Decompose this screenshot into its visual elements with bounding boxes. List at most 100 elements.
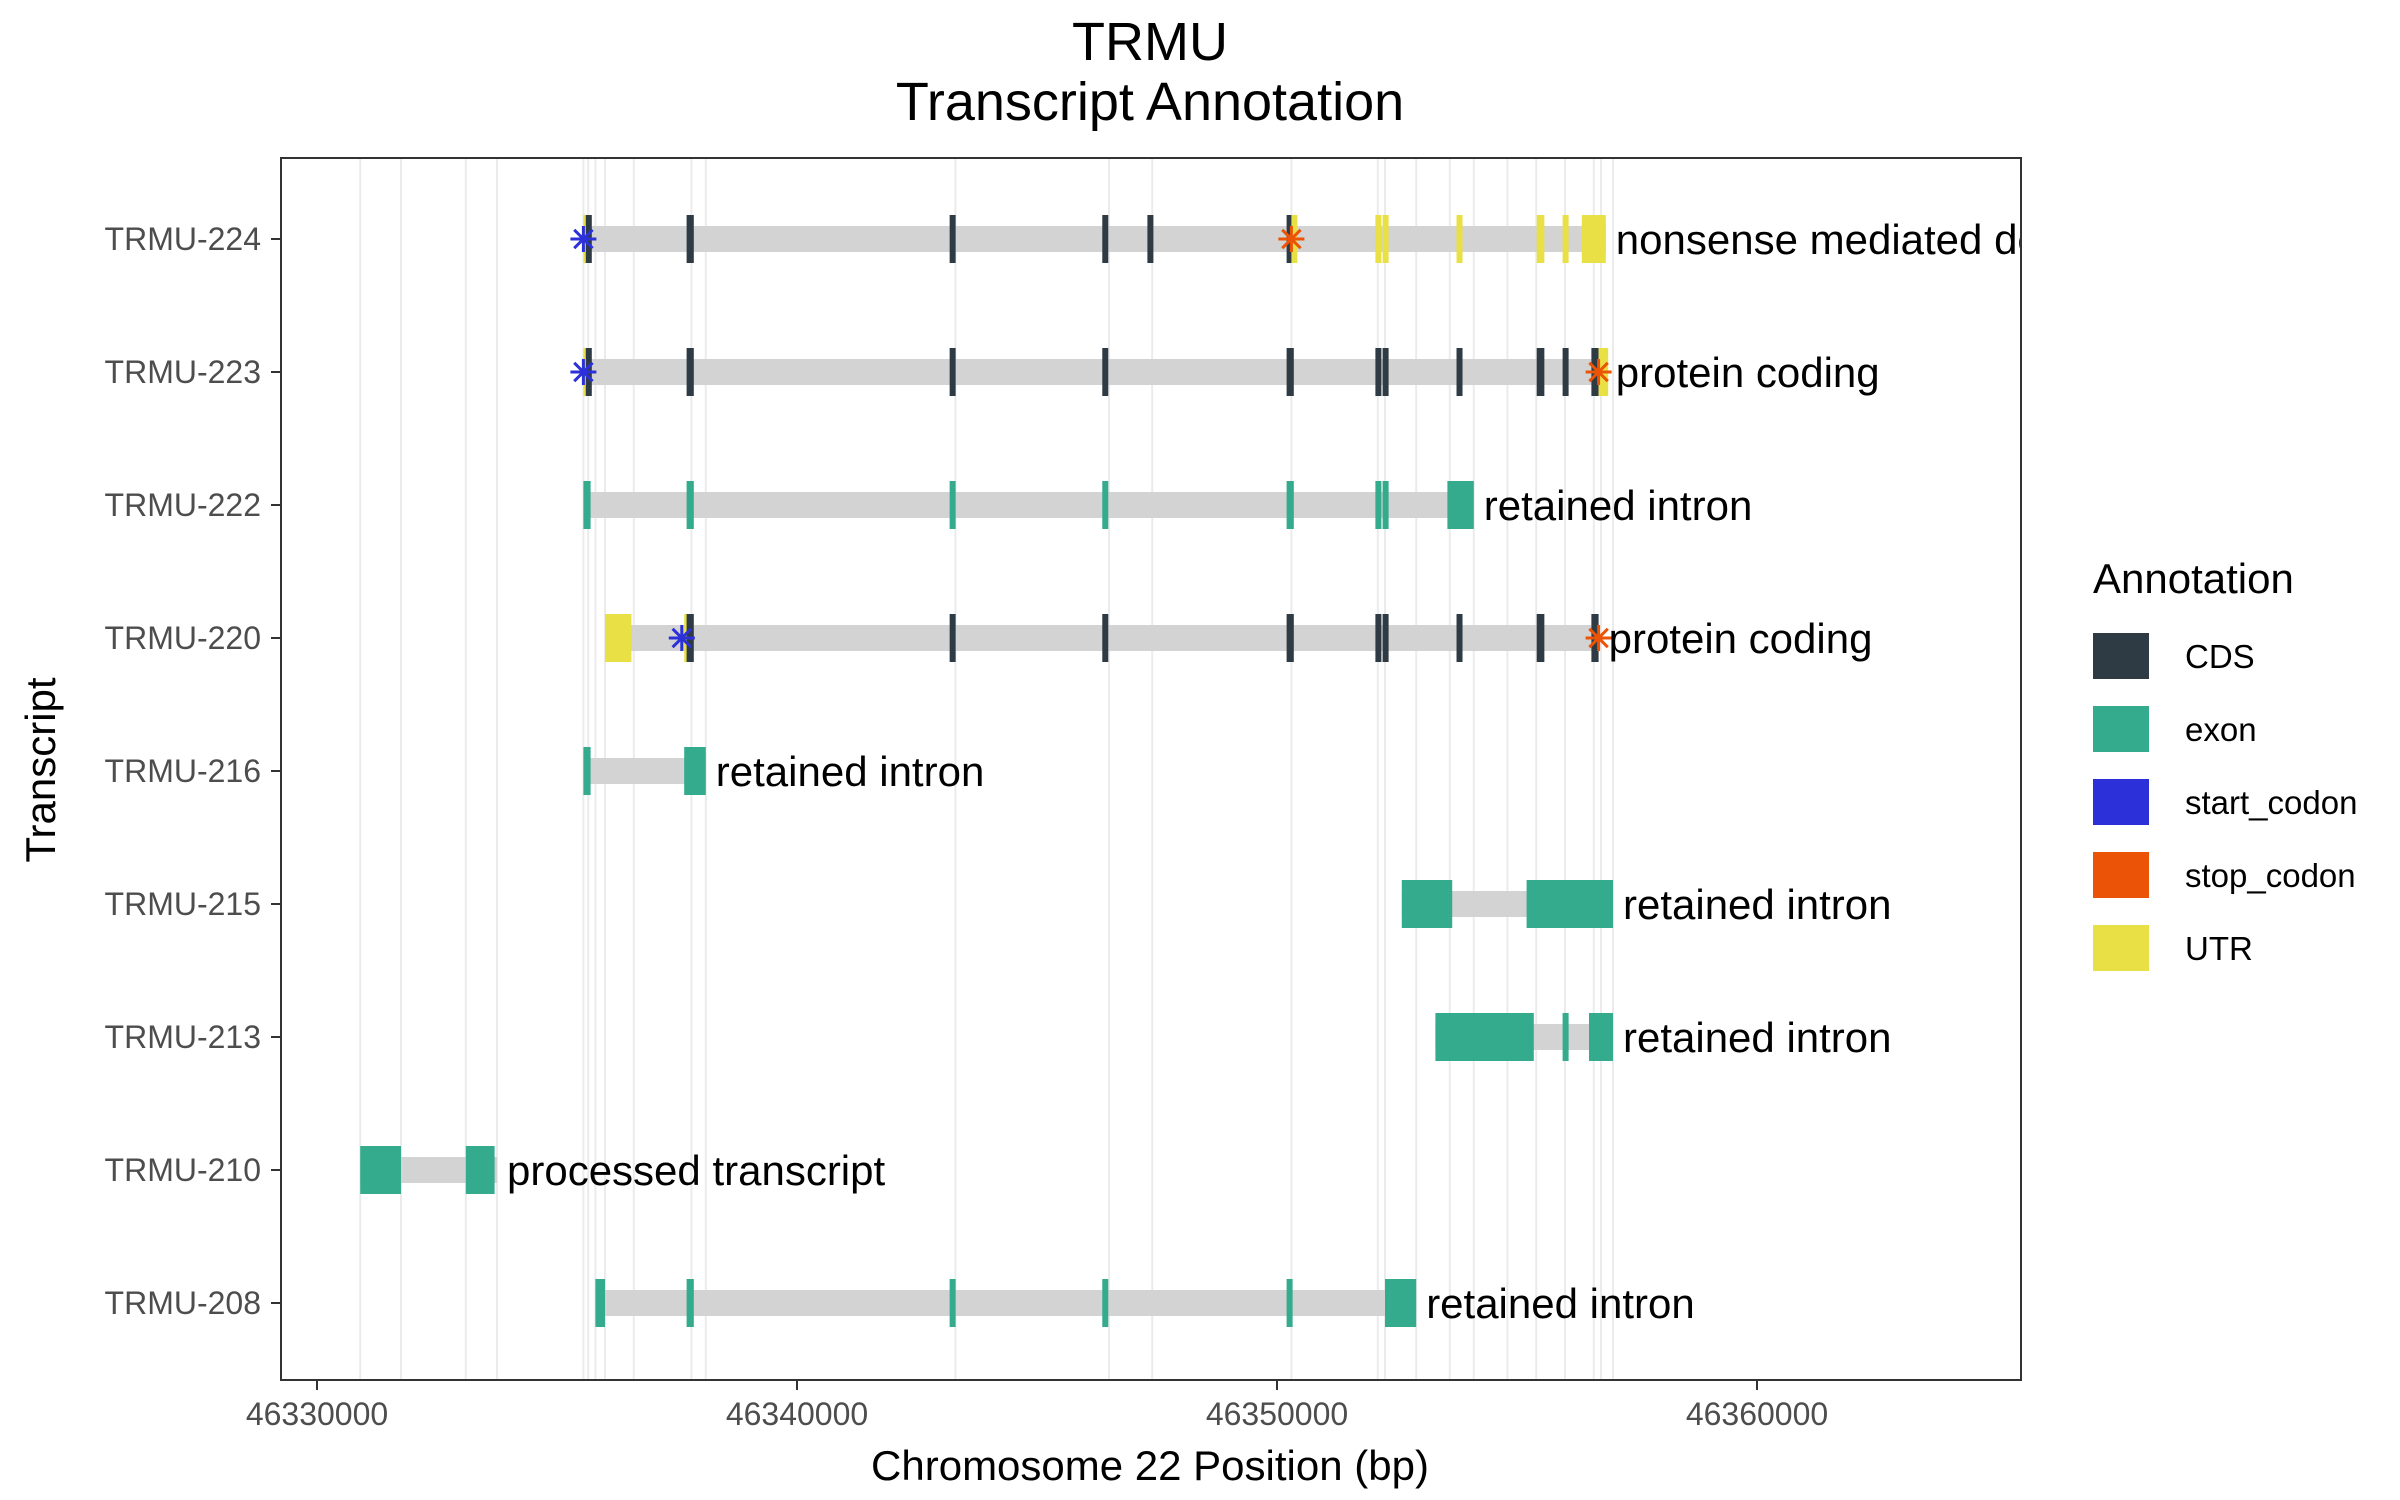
- feature-exon: [1562, 1013, 1569, 1061]
- y-axis: TRMU-224 TRMU-223 TRMU-222 TRMU-220 TRMU-216…: [105, 221, 281, 1321]
- feature-exon: [1102, 481, 1109, 529]
- y-tick-label: TRMU-223: [105, 354, 261, 390]
- biotype-label: retained intron: [1484, 482, 1753, 529]
- feature-exon: [1589, 1013, 1613, 1061]
- feature-cds: [949, 614, 956, 662]
- y-tick-label: TRMU-224: [105, 221, 261, 257]
- start-codon-marker: [668, 625, 695, 651]
- legend-swatch-exon: [2093, 706, 2149, 752]
- panel-right-mask: [2021, 140, 2141, 1390]
- biotype-label: retained intron: [1623, 881, 1892, 928]
- feature-exon: [583, 481, 591, 529]
- feature-cds: [1382, 614, 1389, 662]
- feature-exon: [1447, 481, 1474, 529]
- feature-exon: [1286, 481, 1294, 529]
- feature-cds: [1375, 614, 1382, 662]
- codon-markers: [570, 226, 1612, 651]
- feature-exon: [1286, 1279, 1293, 1327]
- feature-utr: [1456, 215, 1463, 263]
- feature-cds: [1536, 348, 1545, 396]
- feature-exon: [949, 481, 956, 529]
- legend-label-stop-codon: stop_codon: [2185, 857, 2356, 894]
- legend-title: Annotation: [2093, 555, 2294, 602]
- transcript-track: [583, 492, 1474, 518]
- star-stroke: [573, 361, 594, 383]
- stop-codon-marker: [1278, 226, 1305, 252]
- feature-utr: [605, 614, 632, 662]
- y-tick-label: TRMU-215: [105, 886, 261, 922]
- biotype-label: retained intron: [1426, 1280, 1695, 1327]
- y-tick-label: TRMU-208: [105, 1285, 261, 1321]
- feature-cds: [1102, 215, 1109, 263]
- biotype-label: retained intron: [1623, 1014, 1892, 1061]
- feature-cds: [949, 348, 956, 396]
- feature-exon: [1102, 1279, 1109, 1327]
- legend-label-utr: UTR: [2185, 930, 2253, 967]
- y-tick-label: TRMU-220: [105, 620, 261, 656]
- feature-exon: [1375, 481, 1382, 529]
- biotype-label: retained intron: [716, 748, 985, 795]
- legend-swatch-stop-codon: [2093, 852, 2149, 898]
- star-stroke: [1281, 228, 1302, 250]
- x-tick-label: 46350000: [1206, 1396, 1348, 1432]
- y-tick-label: TRMU-222: [105, 487, 261, 523]
- star-stroke: [671, 627, 693, 649]
- legend-swatch-start-codon: [2093, 779, 2149, 825]
- star-stroke: [573, 228, 594, 250]
- feature-cds: [1456, 348, 1463, 396]
- start-codon-marker: [570, 359, 597, 385]
- transcript-track: [605, 625, 1599, 651]
- feature-cds: [1536, 614, 1545, 662]
- x-axis-title: Chromosome 22 Position (bp): [871, 1442, 1429, 1489]
- feature-cds: [949, 215, 956, 263]
- stop-codon-marker: [1585, 359, 1612, 385]
- start-codon-marker: [570, 226, 597, 252]
- star-stroke: [1588, 361, 1609, 383]
- feature-cds: [686, 215, 694, 263]
- feature-cds: [1102, 614, 1109, 662]
- feature-exon: [1401, 880, 1453, 928]
- legend-swatch-cds: [2093, 633, 2149, 679]
- feature-cds: [1562, 348, 1569, 396]
- star-stroke: [1588, 627, 1609, 649]
- feature-utr: [1581, 215, 1606, 263]
- feature-utr: [1375, 215, 1382, 263]
- x-tick-label: 46360000: [1686, 1396, 1828, 1432]
- feature-cds: [1102, 348, 1109, 396]
- y-tick-label: TRMU-210: [105, 1152, 261, 1188]
- feature-exon: [583, 747, 591, 795]
- feature-cds: [1147, 215, 1154, 263]
- y-tick-label: TRMU-213: [105, 1019, 261, 1055]
- transcript-track: [583, 226, 1606, 252]
- y-axis-title: Transcript: [17, 677, 64, 862]
- feature-exon: [686, 1279, 694, 1327]
- panel-border: [280, 157, 2022, 1381]
- biotype-label: processed transcript: [507, 1147, 885, 1194]
- feature-exon: [949, 1279, 956, 1327]
- chart-title-line-2: Transcript Annotation: [896, 72, 1404, 132]
- legend-label-cds: CDS: [2185, 638, 2255, 675]
- feature-exon: [684, 747, 706, 795]
- transcript-track: [595, 1290, 1417, 1316]
- feature-cds: [1382, 348, 1389, 396]
- feature-exon: [595, 1279, 605, 1327]
- feature-exon: [1382, 481, 1389, 529]
- x-tick-label: 46340000: [726, 1396, 868, 1432]
- y-tick-label: TRMU-216: [105, 753, 261, 789]
- feature-blocks: [360, 215, 1613, 1327]
- x-axis: 46330000 46340000 46350000 46360000: [246, 1380, 1828, 1432]
- feature-cds: [1286, 348, 1294, 396]
- stop-codon-marker: [1585, 625, 1612, 651]
- feature-exon: [360, 1146, 401, 1194]
- feature-cds: [1375, 348, 1382, 396]
- feature-exon: [686, 481, 694, 529]
- biotype-label: protein coding: [1616, 349, 1880, 396]
- feature-utr: [1536, 215, 1545, 263]
- feature-exon: [1385, 1279, 1417, 1327]
- feature-exon: [1435, 1013, 1534, 1061]
- legend-swatch-utr: [2093, 925, 2149, 971]
- biotype-label: protein coding: [1609, 615, 1873, 662]
- feature-exon: [1526, 880, 1613, 928]
